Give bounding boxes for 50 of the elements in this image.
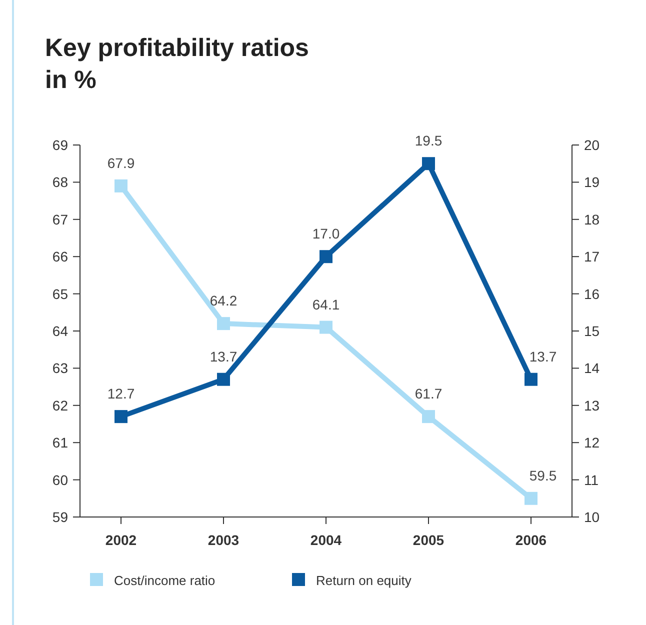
point <box>114 179 128 192</box>
y-tick-label: 68 <box>52 174 68 190</box>
y2-tick-label: 20 <box>584 137 600 153</box>
x-tick-label: 2003 <box>208 532 240 548</box>
y2-tick-label: 18 <box>584 211 600 228</box>
y-tick-label: 66 <box>52 248 68 265</box>
data-label: 64.2 <box>210 292 238 309</box>
y-tick-label: 65 <box>52 286 68 302</box>
point <box>320 250 332 264</box>
y2-tick-label: 12 <box>584 434 600 451</box>
data-label: 13.7 <box>529 348 557 364</box>
data-label: 17.0 <box>312 226 340 242</box>
y2-tick-label: 16 <box>584 286 600 302</box>
y-tick-label: 67 <box>52 211 68 228</box>
y2-tick-label: 14 <box>584 360 600 376</box>
point <box>422 157 435 170</box>
y-tick-label: 63 <box>52 360 68 376</box>
point <box>217 317 230 330</box>
y2-tick-label: 11 <box>584 472 599 488</box>
x-tick-label: 2004 <box>310 532 342 548</box>
x-tick-label: 2006 <box>515 532 547 548</box>
point <box>524 372 538 386</box>
x-tick-label: 2002 <box>105 532 137 548</box>
point <box>524 492 538 505</box>
data-label: 64.1 <box>312 296 340 312</box>
y2-tick-label: 10 <box>584 509 600 525</box>
point <box>422 410 435 424</box>
point <box>217 372 230 386</box>
y-tick-label: 69 <box>52 137 68 153</box>
point <box>114 410 128 424</box>
y2-tick-label: 19 <box>584 174 600 190</box>
y-tick-label: 62 <box>52 397 68 414</box>
y-tick-label: 61 <box>52 434 68 451</box>
data-label: 67.9 <box>107 154 135 171</box>
y-tick-label: 64 <box>52 323 68 339</box>
legend-label: Return on equity <box>316 573 412 588</box>
y2-tick-label: 17 <box>584 248 600 265</box>
y2-tick-label: 15 <box>584 323 600 339</box>
y2-tick-label: 13 <box>584 397 600 414</box>
chart-title: Key profitability ratios in % <box>45 34 309 94</box>
x-tick-label: 2005 <box>412 532 444 548</box>
data-label: 12.7 <box>107 386 135 402</box>
data-label: 19.5 <box>414 132 442 149</box>
data-label: 61.7 <box>414 386 442 402</box>
y-tick-label: 60 <box>52 472 68 488</box>
legend-label: Cost/income ratio <box>114 573 216 588</box>
point <box>320 320 332 334</box>
y-tick-label: 59 <box>52 509 68 525</box>
data-label: 59.5 <box>529 467 557 484</box>
data-label: 13.7 <box>210 348 238 364</box>
